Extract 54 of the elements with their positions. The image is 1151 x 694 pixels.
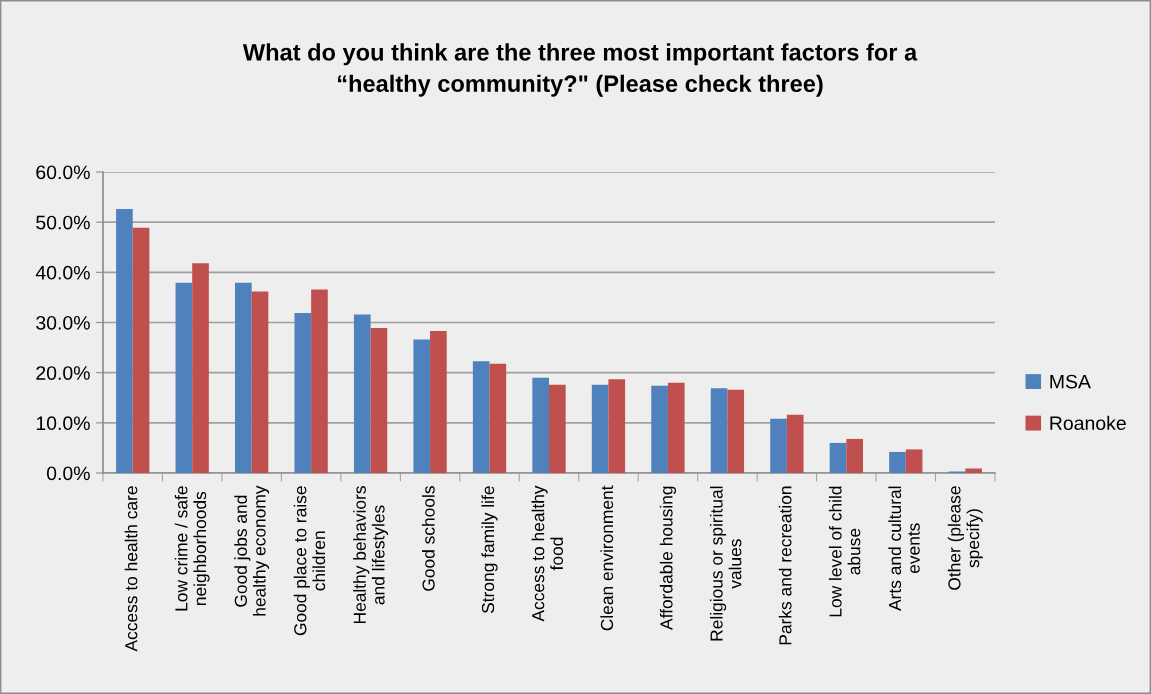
- bar: [829, 442, 847, 473]
- x-tick-label: Good schools: [421, 486, 435, 591]
- bar: [413, 339, 431, 473]
- bar: [905, 449, 923, 473]
- y-tick-label: 60.0%: [36, 165, 90, 180]
- bar: [770, 418, 787, 473]
- bar: [311, 289, 328, 473]
- x-tick-label: Strong family life: [481, 486, 498, 614]
- bar: [651, 385, 668, 473]
- x-tick-label: Arts and cultural events: [888, 486, 920, 611]
- bar: [175, 282, 193, 473]
- legend-label: Roanoke: [1050, 415, 1126, 431]
- x-tick-label: Low crime / safe neighborhoods: [174, 486, 210, 611]
- x-tick-label: Affordable housing: [659, 486, 677, 630]
- x-tick-label: Other (please specify): [947, 486, 983, 590]
- x-tick-label: Healthy behaviors and lifestyles: [353, 486, 389, 624]
- x-tick-label: Good jobs and healthy economy: [234, 485, 270, 616]
- y-tick-label: 40.0%: [35, 265, 90, 280]
- bar: [116, 209, 133, 473]
- bar: [430, 331, 447, 473]
- y-tick-label: 20.0%: [36, 366, 90, 380]
- bar: [608, 379, 626, 473]
- x-tick-label: Access to healthy food: [531, 485, 564, 622]
- x-tick-label: Good place to raise children: [293, 486, 326, 636]
- bar: [786, 414, 804, 473]
- x-tick-label: Clean environment: [600, 485, 614, 631]
- y-tick-label: 30.0%: [36, 315, 90, 330]
- bar: [370, 328, 388, 473]
- bar: [192, 263, 209, 473]
- bar: [727, 389, 745, 473]
- bar: [549, 384, 566, 473]
- y-tick-label: 50.0%: [36, 215, 90, 230]
- bar: [591, 384, 609, 473]
- bar: [235, 282, 252, 473]
- bar: [667, 382, 685, 473]
- bar: [353, 314, 371, 473]
- bar: [132, 227, 150, 473]
- bar: [965, 468, 982, 473]
- y-tick-label: 0.0%: [46, 466, 90, 481]
- bar: [251, 291, 269, 473]
- bar: [489, 363, 507, 473]
- y-tick-label: 10.0%: [36, 416, 90, 431]
- x-tick-label: Parks and recreation: [778, 486, 792, 645]
- bar: [710, 388, 728, 473]
- bar: [532, 377, 549, 473]
- chart-title: What do you think are the three most important factors for a “healthy community?" (Please check three): [242, 43, 918, 97]
- x-tick-label: Religious or spiritual values: [709, 486, 742, 641]
- x-tick-label: Access to health care: [124, 486, 138, 652]
- legend-label: MSA: [1050, 374, 1091, 389]
- bar: [889, 451, 906, 473]
- bar: [472, 361, 490, 473]
- bar: [294, 312, 312, 473]
- x-tick-label: Low level of child abuse: [828, 486, 861, 617]
- bar: [846, 438, 863, 473]
